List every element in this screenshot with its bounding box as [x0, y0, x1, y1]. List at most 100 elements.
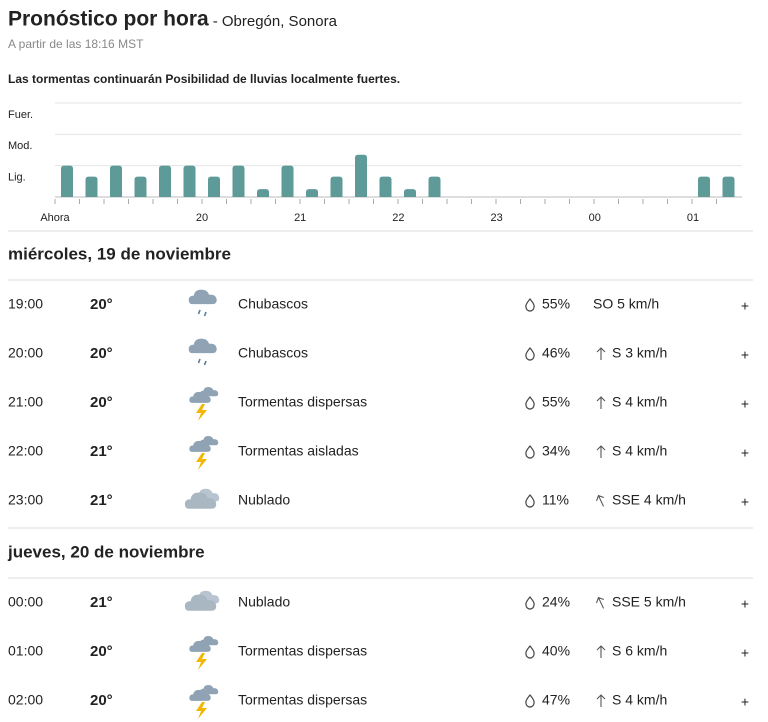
wind-arrow — [596, 347, 606, 360]
bolt — [196, 453, 207, 470]
condition: Nublado — [238, 594, 290, 610]
bar — [257, 189, 269, 197]
temp: 20° — [90, 692, 113, 709]
time: 01:00 — [8, 643, 43, 659]
rain-drop — [203, 311, 207, 317]
condition: Tormentas dispersas — [238, 692, 367, 708]
wind-arrow — [596, 445, 606, 458]
wind: SSE 5 km/h — [612, 594, 686, 610]
weather-icon — [189, 435, 219, 470]
bar — [404, 189, 416, 197]
bar — [355, 154, 367, 197]
temp: 20° — [90, 296, 113, 313]
y-tick-label: Mod. — [8, 140, 32, 152]
condition: Chubascos — [238, 296, 308, 312]
expand-button[interactable]: + — [741, 596, 749, 612]
bar — [208, 176, 220, 197]
drop-icon — [525, 396, 535, 410]
bar — [85, 176, 98, 197]
temp: 21° — [90, 594, 113, 611]
expand-button[interactable]: + — [741, 396, 749, 412]
expand-button[interactable]: + — [741, 694, 749, 710]
wind: SO 5 km/h — [593, 296, 659, 312]
rain-drop — [197, 358, 201, 364]
bar — [110, 165, 122, 197]
title: Pronóstico por hora — [8, 8, 209, 31]
expand-button[interactable]: + — [741, 298, 749, 314]
wind: S 4 km/h — [612, 443, 667, 459]
bar — [159, 165, 171, 197]
wind: S 3 km/h — [612, 345, 667, 361]
bar — [183, 165, 196, 197]
wind: S 4 km/h — [612, 692, 667, 708]
summary: Las tormentas continuarán Posibilidad de… — [8, 72, 400, 86]
bar — [428, 176, 441, 197]
condition: Chubascos — [238, 345, 308, 361]
bar — [281, 165, 294, 197]
weather-icon — [189, 635, 219, 670]
bolt — [196, 702, 207, 719]
day-header: jueves, 20 de noviembre — [7, 542, 205, 561]
weather-icon — [189, 684, 219, 719]
drop-icon — [525, 347, 535, 361]
x-tick-label: Ahora — [40, 212, 70, 224]
wind-arrow — [596, 494, 605, 507]
drop-icon — [525, 645, 535, 659]
cloud — [200, 635, 219, 646]
bar — [232, 165, 245, 197]
precip: 55% — [542, 296, 570, 312]
time: 02:00 — [8, 692, 43, 708]
time: 19:00 — [8, 296, 43, 312]
bar — [379, 176, 392, 197]
cloud — [188, 289, 217, 305]
cloud — [189, 689, 211, 701]
cloud — [200, 684, 219, 695]
cloud — [189, 391, 211, 403]
drop-icon — [525, 596, 535, 610]
y-tick-label: Lig. — [8, 172, 26, 184]
temp: 21° — [90, 443, 113, 460]
temp: 20° — [90, 345, 113, 362]
bolt — [196, 653, 207, 670]
weather-icon — [184, 590, 220, 611]
wind: S 6 km/h — [612, 643, 667, 659]
x-tick-label: 21 — [294, 212, 306, 224]
precip: 11% — [542, 492, 569, 508]
location: - Obregón, Sonora — [213, 13, 338, 30]
condition: Tormentas dispersas — [238, 394, 367, 410]
time: 20:00 — [8, 345, 43, 361]
expand-button[interactable]: + — [741, 445, 749, 461]
temp: 21° — [90, 492, 113, 509]
bar — [698, 176, 710, 197]
y-tick-label: Fuer. — [8, 109, 33, 121]
precip: 34% — [542, 443, 570, 459]
cloud — [189, 640, 211, 652]
temp: 20° — [90, 394, 113, 411]
expand-button[interactable]: + — [741, 645, 749, 661]
rain-drop — [197, 309, 201, 315]
x-tick-label: 22 — [392, 212, 404, 224]
precip: 46% — [542, 345, 570, 361]
drop-icon — [525, 494, 535, 508]
rain-drop — [203, 360, 207, 366]
precip: 40% — [542, 643, 570, 659]
wind: S 4 km/h — [612, 394, 667, 410]
time: 23:00 — [8, 492, 43, 508]
time: 00:00 — [8, 594, 43, 610]
drop-icon — [525, 298, 535, 312]
drop-icon — [525, 445, 535, 459]
x-tick-label: 23 — [490, 212, 502, 224]
cloud — [188, 338, 217, 354]
bar — [330, 176, 343, 197]
cloud — [184, 594, 217, 611]
time: 22:00 — [8, 443, 43, 459]
time: 21:00 — [8, 394, 43, 410]
expand-button[interactable]: + — [741, 347, 749, 363]
cloud — [200, 435, 219, 446]
weather-icon — [188, 338, 217, 366]
expand-button[interactable]: + — [741, 494, 749, 510]
drop-icon — [525, 694, 535, 708]
wind-arrow — [596, 596, 605, 609]
cloud — [189, 440, 211, 452]
